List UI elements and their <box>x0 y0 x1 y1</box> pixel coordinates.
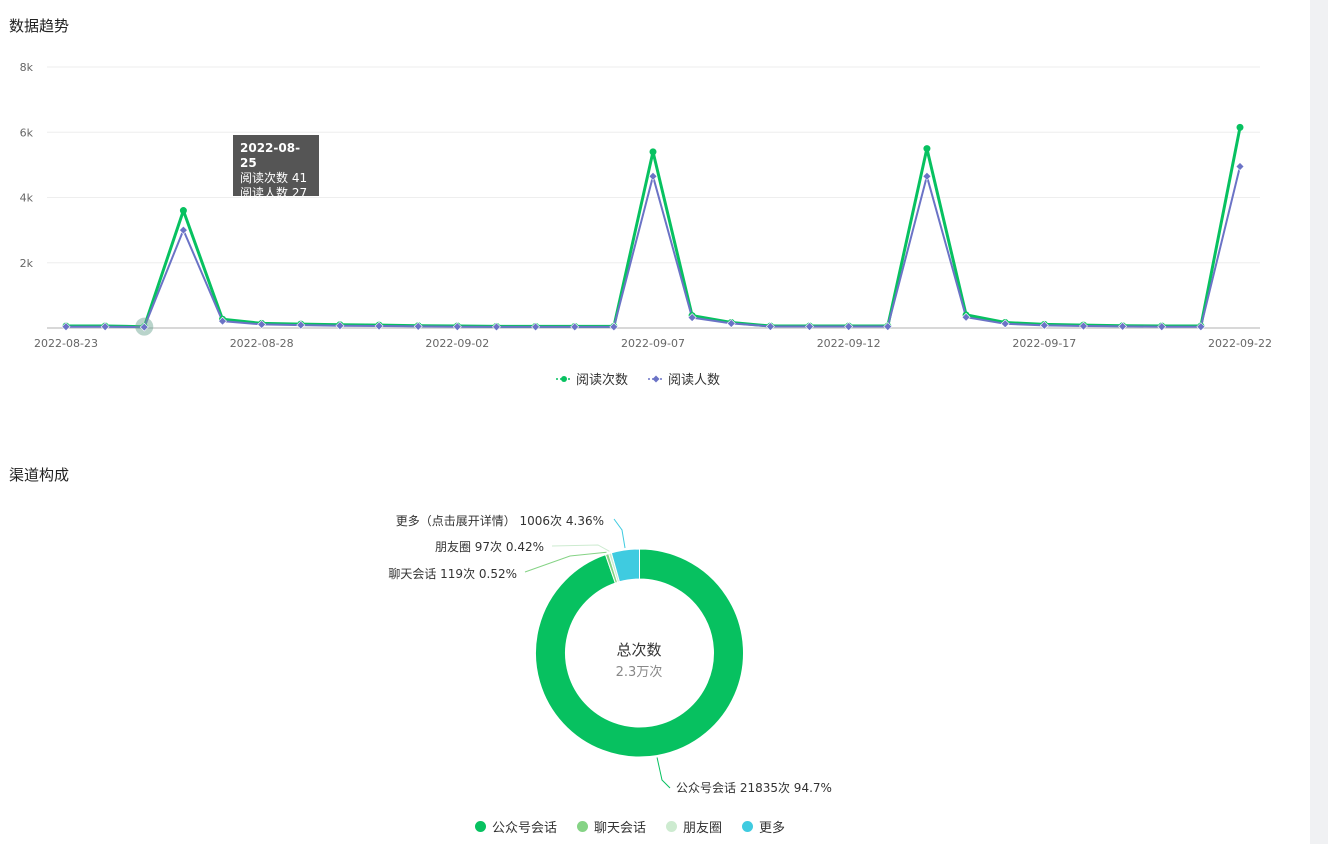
leader-line <box>524 551 607 573</box>
tooltip-reads: 阅读次数 41 <box>240 171 308 185</box>
y-tick-label: 4k <box>20 192 34 205</box>
x-tick-label: 2022-09-12 <box>817 337 881 350</box>
legend-label-chat: 聊天会话 <box>594 821 647 836</box>
donut-center-value: 2.3万次 <box>615 665 663 680</box>
donut-slice-2 <box>608 552 621 583</box>
donut-slice-3 <box>610 548 640 583</box>
leader-line <box>656 757 671 789</box>
data-point-readers <box>844 322 854 331</box>
data-point-readers <box>726 319 736 328</box>
data-point-readers <box>883 322 893 331</box>
data-point-readers <box>1118 321 1128 331</box>
data-point-readers <box>1235 162 1245 171</box>
legend-dot-icon <box>666 821 678 832</box>
data-point-readers <box>218 316 227 326</box>
legend-label-more: 更多 <box>759 821 786 836</box>
chart-tooltip: 2022-08-25 阅读次数 41 阅读人数 27 <box>233 135 319 200</box>
legend-line-diamond-icon <box>648 375 665 382</box>
data-point-readers <box>922 171 932 181</box>
channel-legend: 公众号会话 聊天会话 朋友圈 更多 <box>475 817 785 836</box>
leader-line <box>551 544 610 552</box>
data-point-readers <box>1196 322 1206 332</box>
slice-label: 公众号会话 21835次 94.7% <box>676 781 832 795</box>
leader-line <box>613 518 626 549</box>
y-tick-label: 6k <box>20 126 34 139</box>
data-point-readers <box>1157 322 1167 332</box>
donut-slice-1 <box>604 553 619 584</box>
y-tick-label: 2k <box>20 257 34 270</box>
data-point-readers <box>452 322 462 332</box>
data-point-readers <box>100 322 110 332</box>
donut-center-title: 总次数 <box>616 641 662 659</box>
data-point-readers <box>961 312 971 322</box>
data-point-readers <box>61 322 71 332</box>
x-tick-label: 2022-08-23 <box>34 337 98 350</box>
data-point-readers <box>570 322 580 332</box>
slice-label: 朋友圈 97次 0.42% <box>435 540 544 554</box>
data-point-readers <box>374 321 384 331</box>
legend-item-moments[interactable]: 朋友圈 <box>666 817 722 836</box>
legend-dot-icon <box>742 821 754 832</box>
slice-label: 聊天会话 119次 0.52% <box>388 567 517 581</box>
legend-line-dot-icon <box>556 375 572 382</box>
data-point-readers <box>178 225 188 235</box>
data-point-reads <box>1236 123 1244 131</box>
trend-line-chart[interactable]: 2k 4k 6k 8k 2022-08-23 2022-08-28 2022-09-02 2… <box>0 0 1300 400</box>
data-point-readers <box>492 322 501 332</box>
data-point-readers <box>1079 321 1088 331</box>
legend-item-more[interactable]: 更多 <box>742 817 785 836</box>
legend-label-readers: 阅读人数 <box>668 373 721 388</box>
y-tick-label: 8k <box>20 61 34 74</box>
data-point-readers <box>1039 320 1049 330</box>
data-point-readers <box>609 322 619 332</box>
data-point-readers <box>257 319 267 329</box>
data-point-readers <box>413 321 423 331</box>
trend-legend: 阅读次数 阅读人数 <box>556 369 720 388</box>
legend-dot-icon <box>577 821 589 832</box>
legend-label-moments: 朋友圈 <box>683 821 723 836</box>
x-tick-label: 2022-09-22 <box>1208 337 1272 350</box>
legend-dot-icon <box>475 821 486 832</box>
data-point-reads <box>179 207 187 215</box>
trend-section-title: 数据趋势 <box>9 17 70 35</box>
x-tick-label: 2022-09-07 <box>621 337 685 350</box>
x-tick-label: 2022-09-02 <box>425 337 489 350</box>
data-point-readers <box>648 171 658 181</box>
tooltip-readers: 阅读人数 27 <box>240 186 308 200</box>
legend-item-reads[interactable]: 阅读次数 <box>556 369 628 388</box>
data-point-readers <box>296 320 306 330</box>
tooltip-date: 2022-08-25 <box>240 141 301 170</box>
data-point-readers <box>805 322 814 331</box>
legend-item-readers[interactable]: 阅读人数 <box>648 369 720 388</box>
legend-item-chat[interactable]: 聊天会话 <box>577 817 646 836</box>
scrollbar-track[interactable] <box>1310 0 1328 844</box>
x-tick-label: 2022-09-17 <box>1012 337 1076 350</box>
data-point-readers <box>765 322 775 331</box>
data-point-readers <box>531 322 541 332</box>
data-point-reads <box>923 145 931 153</box>
data-point-readers <box>139 322 149 332</box>
legend-label-reads: 阅读次数 <box>576 373 629 388</box>
channel-section-title: 渠道构成 <box>9 466 70 484</box>
x-tick-label: 2022-08-28 <box>230 337 294 350</box>
data-point-readers <box>1000 319 1010 329</box>
data-point-readers <box>687 313 697 322</box>
data-point-readers <box>335 321 345 331</box>
data-point-reads <box>649 148 657 156</box>
slice-label: 更多（点击展开详情） 1006次 4.36% <box>396 513 604 528</box>
legend-label-gzh: 公众号会话 <box>492 821 558 836</box>
legend-item-gzh[interactable]: 公众号会话 <box>475 817 557 836</box>
